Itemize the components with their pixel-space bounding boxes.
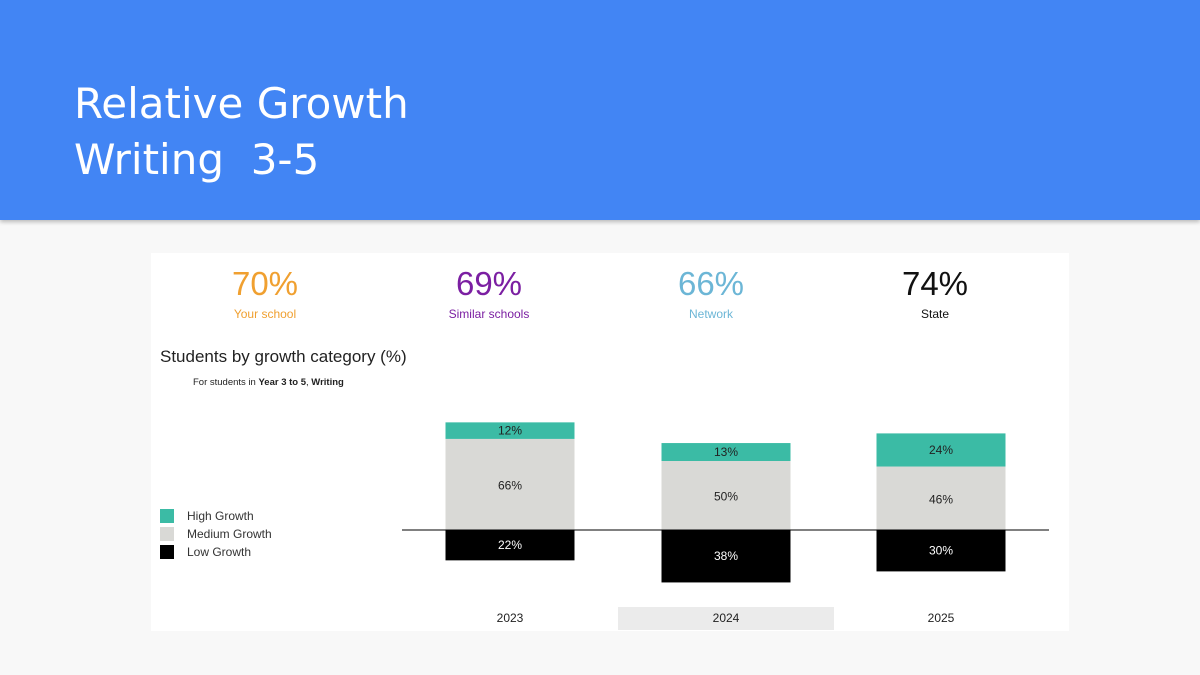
bar-segment-low-growth xyxy=(876,530,1006,572)
data-label-high-growth: 24% xyxy=(929,443,953,457)
bar-segment-medium-growth xyxy=(445,438,575,530)
legend-label: Low Growth xyxy=(187,545,252,559)
bar-segment-high-growth xyxy=(445,422,575,439)
subtitle-domain: Writing xyxy=(311,377,344,388)
data-label-medium-growth: 66% xyxy=(498,478,522,492)
data-label-low-growth: 30% xyxy=(929,544,953,558)
data-label-medium-growth: 50% xyxy=(714,490,738,504)
stat-state: 74% State xyxy=(835,265,1035,322)
x-tick-label: 2025 xyxy=(928,611,955,625)
title-banner: Relative Growth Writing 3-5 xyxy=(0,0,1200,220)
stat-network: 66% Network xyxy=(611,265,811,322)
data-label-high-growth: 13% xyxy=(714,445,738,459)
chart-subtitle: For students in Year 3 to 5, Writing xyxy=(193,377,344,388)
report-panel: 70% Your school 69% Similar schools 66% … xyxy=(151,253,1069,631)
legend-label: High Growth xyxy=(187,509,254,523)
stat-your-school: 70% Your school xyxy=(165,265,365,322)
stat-label: Network xyxy=(688,307,733,321)
bar-segment-high-growth xyxy=(876,433,1006,467)
stat-value: 70% xyxy=(231,265,299,302)
bar-segment-high-growth xyxy=(661,443,791,461)
chart-legend: High Growth Medium Growth Low Growth xyxy=(160,507,272,561)
data-label-medium-growth: 46% xyxy=(929,492,953,506)
stat-value: 74% xyxy=(901,265,969,302)
subtitle-years: Year 3 to 5 xyxy=(258,377,307,388)
x-tick-label: 2023 xyxy=(497,611,524,625)
highlighted-year-band xyxy=(618,607,834,630)
legend-item-high-growth: High Growth xyxy=(160,507,272,525)
title-line-1: Relative Growth xyxy=(74,79,409,128)
slide-title: Relative Growth Writing 3-5 xyxy=(74,76,409,188)
legend-swatch xyxy=(160,545,174,559)
legend-item-medium-growth: Medium Growth xyxy=(160,525,272,543)
x-tick-label: 2024 xyxy=(713,611,740,625)
bar-segment-low-growth xyxy=(661,530,791,583)
stat-label: State xyxy=(920,307,950,321)
bar-segment-low-growth xyxy=(445,530,575,561)
legend-swatch xyxy=(160,527,174,541)
stat-similar-schools: 69% Similar schools xyxy=(389,265,589,322)
stat-label: Similar schools xyxy=(448,307,530,321)
bar-segment-medium-growth xyxy=(661,461,791,530)
title-line-2: Writing 3-5 xyxy=(74,135,320,184)
legend-item-low-growth: Low Growth xyxy=(160,543,272,561)
stat-value: 69% xyxy=(455,265,523,302)
data-label-low-growth: 38% xyxy=(714,549,738,563)
data-label-high-growth: 12% xyxy=(498,424,522,438)
legend-label: Medium Growth xyxy=(187,527,272,541)
bar-segment-medium-growth xyxy=(876,466,1006,530)
subtitle-separator: , xyxy=(306,377,312,388)
stat-label: Your school xyxy=(233,307,297,321)
growth-chart: 12% 66% 22% 2023 13% 50% 38% 2024 24% 46% 30% 2025 xyxy=(402,422,1049,630)
chart-title: Students by growth category (%) xyxy=(160,347,407,366)
data-label-low-growth: 22% xyxy=(498,538,522,552)
legend-swatch xyxy=(160,509,174,523)
stat-value: 66% xyxy=(677,265,745,302)
subtitle-prefix: For students in xyxy=(193,377,259,388)
